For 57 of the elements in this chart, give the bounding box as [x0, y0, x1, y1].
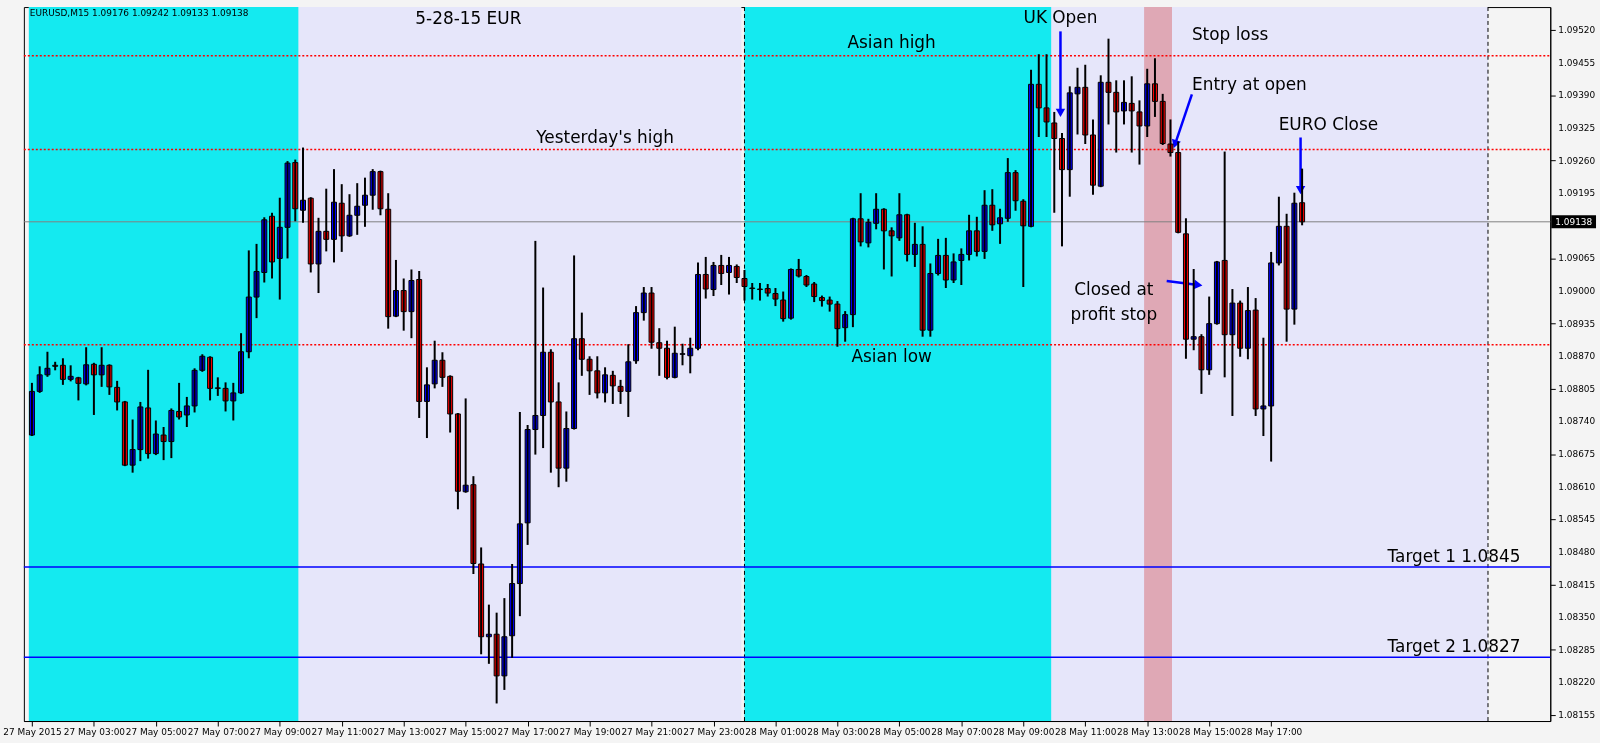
- ref-line-label: Target 2 1.0827: [1386, 636, 1521, 657]
- x-tick-label: 27 May 11:00: [311, 727, 374, 738]
- y-tick-label: 1.09455: [1558, 57, 1596, 68]
- y-tick-label: 1.08610: [1558, 481, 1596, 492]
- annotation: Entry at open: [1192, 74, 1307, 95]
- y-tick-label: 1.08480: [1558, 546, 1596, 557]
- annotation: Stop loss: [1191, 24, 1269, 45]
- y-tick-label: 1.09325: [1558, 122, 1596, 133]
- y-tick-label: 1.08805: [1558, 383, 1596, 394]
- x-tick-label: 28 May 05:00: [869, 727, 931, 738]
- ref-line-label: 1.09138: [1555, 216, 1593, 227]
- annotation: Asian low: [851, 345, 932, 366]
- x-tick-label: 27 May 23:00: [683, 727, 745, 738]
- y-tick-label: 1.09260: [1558, 155, 1596, 166]
- y-tick-label: 1.09520: [1558, 25, 1596, 36]
- x-tick-label: 27 May 09:00: [249, 727, 312, 738]
- x-tick-label: 28 May 17:00: [1240, 727, 1303, 738]
- annotation: Closed at profit stop: [1070, 278, 1158, 324]
- y-tick-label: 1.09195: [1558, 188, 1596, 199]
- y-tick-label: 1.09390: [1558, 90, 1596, 101]
- x-tick-label: 27 May 07:00: [187, 727, 250, 738]
- y-tick-label: 1.08220: [1558, 677, 1596, 688]
- y-tick-label: 1.08545: [1558, 514, 1596, 525]
- x-tick-label: 27 May 19:00: [559, 727, 622, 738]
- candlestick: [749, 283, 756, 300]
- annotation: UK Open: [1023, 7, 1098, 28]
- chart-subtitle: EURUSD,M15 1.09176 1.09242 1.09133 1.09138: [29, 8, 249, 18]
- y-tick-label: 1.08415: [1558, 579, 1596, 590]
- y-tick-label: 1.08675: [1558, 449, 1596, 460]
- annotation: EURO Close: [1278, 113, 1379, 134]
- y-tick-label: 1.08935: [1558, 318, 1596, 329]
- candlestick: [756, 283, 763, 301]
- chart-title: 5-28-15 EUR: [415, 7, 522, 28]
- x-tick-label: 27 May 05:00: [125, 727, 188, 738]
- y-tick-label: 1.08870: [1558, 351, 1596, 362]
- y-tick-label: 1.09065: [1558, 253, 1596, 264]
- x-tick-label: 28 May 09:00: [993, 727, 1055, 738]
- x-tick-label: 28 May 03:00: [807, 727, 869, 738]
- x-tick-label: 27 May 21:00: [621, 727, 683, 738]
- y-tick-label: 1.08350: [1558, 612, 1596, 623]
- x-tick-label: 27 May 17:00: [497, 727, 560, 738]
- y-tick-label: 1.09000: [1558, 286, 1596, 297]
- x-tick-label: 28 May 11:00: [1055, 727, 1117, 738]
- annotation: Yesterday's high: [535, 126, 674, 147]
- x-tick-label: 28 May 15:00: [1179, 727, 1241, 738]
- x-tick-label: 28 May 01:00: [745, 727, 807, 738]
- x-tick-label: 27 May 13:00: [373, 727, 436, 738]
- y-tick-label: 1.08740: [1558, 416, 1596, 427]
- y-tick-label: 1.08285: [1558, 644, 1596, 655]
- x-tick-label: 28 May 07:00: [931, 727, 993, 738]
- x-tick-label: 27 May 15:00: [435, 727, 498, 738]
- y-tick-label: 1.08155: [1558, 710, 1596, 720]
- annotation: Asian high: [847, 31, 936, 52]
- x-tick-label: 27 May 03:00: [63, 727, 126, 738]
- ref-line-label: Target 1 1.0845: [1386, 546, 1521, 567]
- x-tick-label: 27 May 2015: [3, 727, 62, 738]
- x-tick-label: 28 May 13:00: [1117, 727, 1179, 738]
